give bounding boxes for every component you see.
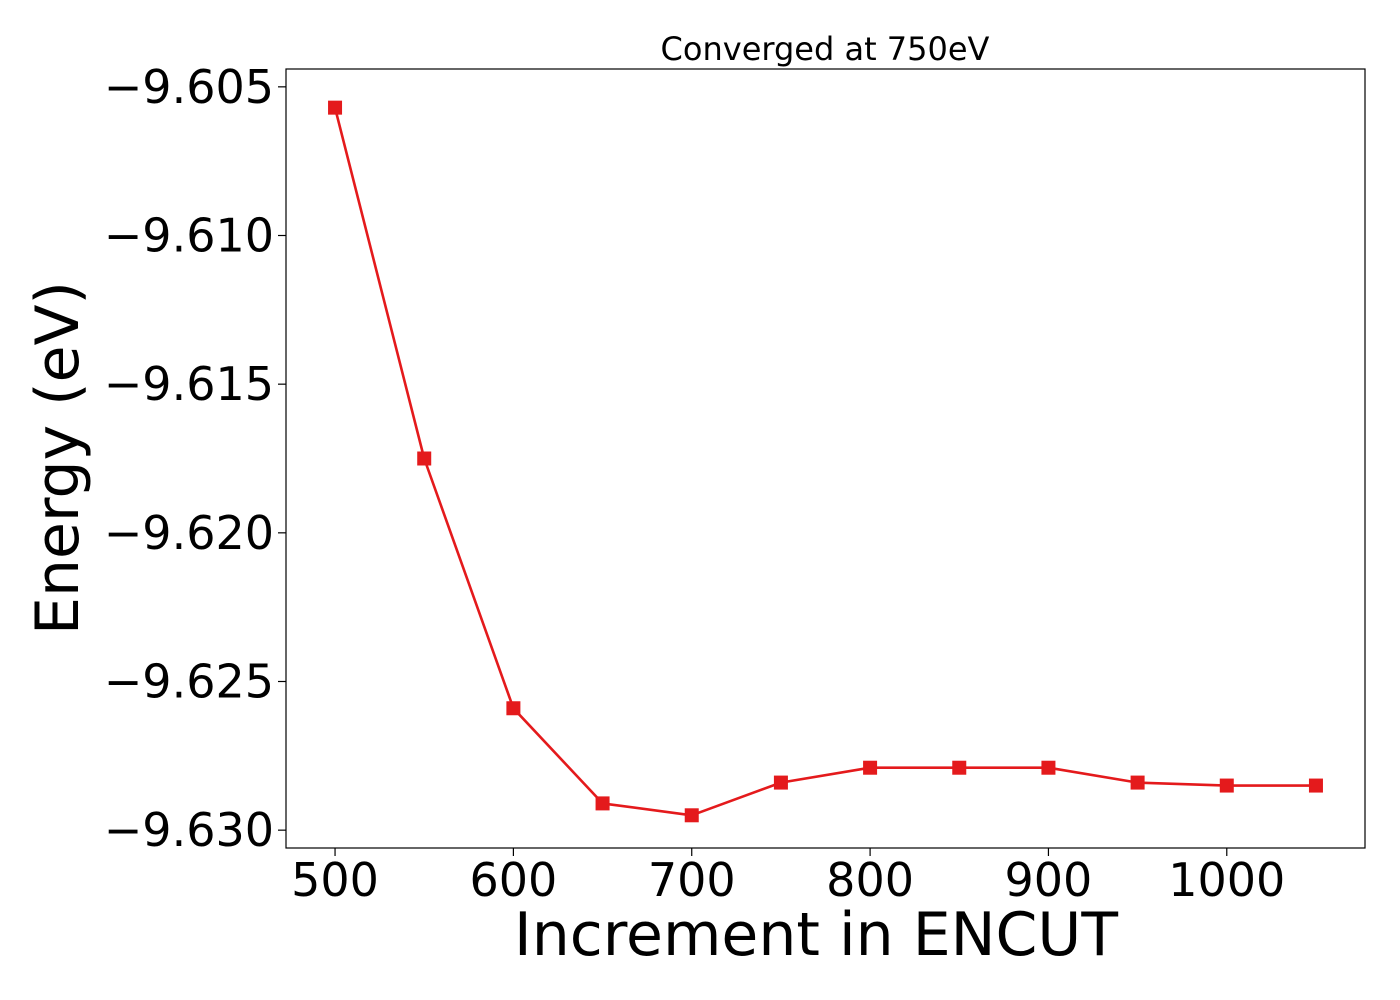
series-layer (328, 100, 1323, 823)
y-axis: −9.605 −9.610 −9.615 −9.620 −9.625 −9.630 (104, 60, 286, 857)
data-point-marker (1041, 760, 1056, 775)
x-tick-label: 900 (1005, 853, 1093, 907)
chart-title: Converged at 750eV (661, 30, 990, 68)
plot-frame (285, 68, 1366, 849)
x-axis-title: Increment in ENCUT (514, 900, 1118, 970)
y-axis-title: Energy (eV) (23, 281, 93, 635)
data-point-marker (1130, 775, 1145, 790)
x-axis: 500 600 700 800 900 1000 (291, 848, 1285, 907)
x-tick-label: 500 (291, 853, 379, 907)
data-point-marker (952, 760, 967, 775)
x-tick-label: 1000 (1168, 853, 1285, 907)
data-point-marker (506, 701, 521, 716)
data-point-marker (773, 775, 788, 790)
data-point-marker (1219, 778, 1234, 793)
series-line (333, 107, 1316, 817)
x-tick-label: 700 (648, 853, 736, 907)
y-tick-label: −9.615 (104, 357, 274, 411)
data-point-marker (1308, 778, 1323, 793)
y-tick-label: −9.625 (104, 654, 274, 708)
data-point-marker (328, 100, 343, 115)
y-tick-label: −9.605 (104, 60, 274, 114)
y-tick-label: −9.630 (104, 803, 274, 857)
x-tick-label: 800 (826, 853, 914, 907)
y-tick-label: −9.610 (104, 209, 274, 263)
data-point-marker (595, 796, 610, 811)
data-point-marker (417, 451, 432, 466)
data-point-marker (684, 808, 699, 823)
x-tick-label: 600 (469, 853, 557, 907)
y-tick-label: −9.620 (104, 506, 274, 560)
data-point-marker (863, 760, 878, 775)
